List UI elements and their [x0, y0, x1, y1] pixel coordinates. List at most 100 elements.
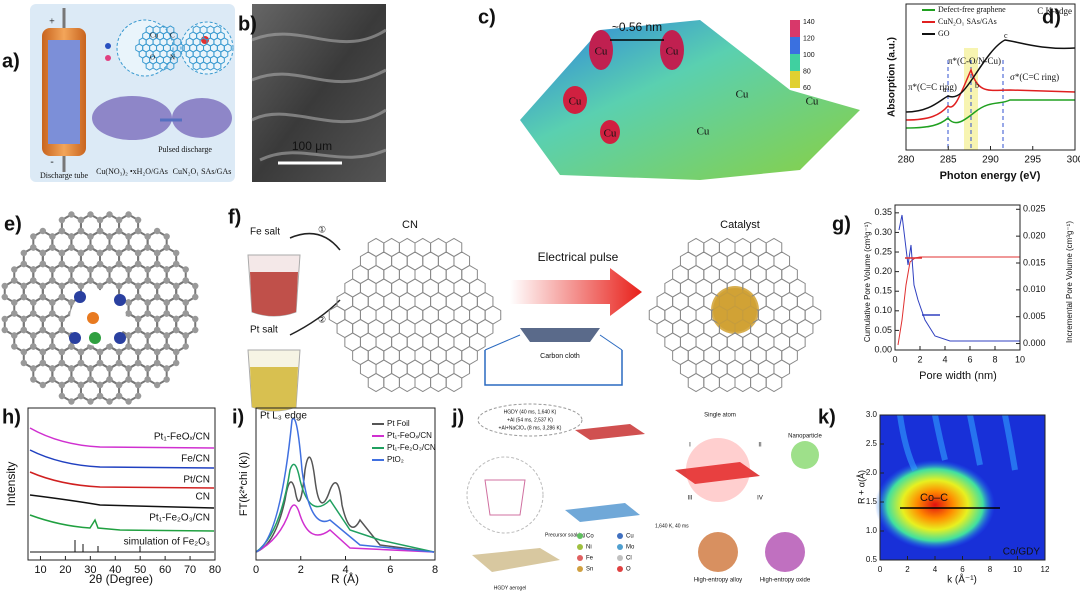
carbon-atom	[87, 244, 94, 251]
x-axis-label: R (Å)	[331, 571, 359, 586]
carbon-atom	[39, 326, 47, 334]
panel-j	[466, 403, 819, 572]
carbon-atom	[30, 233, 37, 240]
carbon-atom	[163, 332, 170, 339]
carbon-atom	[1, 326, 8, 334]
carbon-atom	[173, 359, 180, 367]
x-tick-label: 80	[209, 564, 221, 576]
carbon-atom	[115, 227, 123, 235]
curve	[905, 99, 1075, 129]
peak	[563, 86, 587, 114]
carbon-atom	[163, 343, 170, 350]
carbon-atom	[68, 266, 75, 273]
carbon-atom	[153, 282, 161, 290]
carbon-atom	[134, 392, 142, 400]
x-axis-label: k (Å⁻¹)	[947, 573, 977, 586]
curve	[30, 540, 214, 553]
carbon-atom	[96, 359, 104, 367]
carbon-atom	[68, 299, 75, 306]
carbon-atom	[20, 348, 27, 356]
carbon-atom	[49, 233, 56, 240]
carbon-atom	[144, 266, 151, 273]
element-label: Co	[586, 534, 594, 540]
carbon-atom	[11, 299, 18, 306]
x-tick-label: 4	[942, 354, 947, 364]
x-tick-label: 0	[253, 564, 259, 576]
carbon-atom	[106, 211, 113, 218]
curve	[29, 494, 215, 509]
carbon-atom	[192, 315, 199, 323]
annotation: Single atom	[704, 413, 736, 419]
peak	[600, 120, 620, 144]
carbon-atom	[87, 376, 94, 383]
carbon-atom	[87, 233, 94, 240]
carbon-atom	[58, 293, 66, 301]
carbon-atom	[192, 293, 199, 301]
panel-label: b)	[238, 13, 257, 35]
annotation: Nanoparticle	[788, 434, 822, 440]
carbon-atom	[87, 398, 94, 405]
hexagon	[789, 332, 806, 352]
carbon-cloth	[520, 328, 600, 342]
nanoparticle	[791, 441, 819, 469]
carbon-atom	[39, 293, 47, 301]
y-axis-label: Cumulative Pore Volume (cm³g⁻¹)	[863, 222, 872, 343]
element-label: Sn	[586, 567, 593, 573]
carbon-atom	[173, 282, 180, 290]
carbon-atom	[115, 348, 123, 356]
carbon-atom	[153, 227, 161, 235]
carbon-atom	[49, 277, 56, 284]
arrow	[289, 232, 341, 251]
pulse-arrow	[510, 268, 642, 316]
annotation: CN	[402, 219, 418, 231]
annotation: ②	[318, 314, 326, 324]
hexagon	[127, 361, 149, 387]
colorbar	[790, 71, 800, 88]
carbon-atom	[58, 227, 66, 235]
carbon-atom	[125, 310, 132, 317]
curve	[29, 514, 215, 532]
carbon-atom	[39, 315, 47, 323]
carbon-atom	[134, 216, 142, 224]
colorbar-tick: 120	[803, 35, 815, 42]
curve	[29, 449, 215, 469]
carbon-atom	[125, 244, 132, 251]
curve	[905, 67, 1076, 121]
y-tick-label: 2.5	[866, 439, 878, 448]
carbon-atom	[49, 365, 56, 372]
annotation: σ*(C=C ring)	[1010, 72, 1059, 82]
colorbar-tick: 80	[803, 68, 811, 75]
carbon-atom	[77, 392, 85, 400]
wire	[484, 334, 521, 351]
carbon-atom	[163, 365, 170, 372]
element-dot	[577, 533, 583, 539]
hexagon	[453, 359, 471, 379]
x-tick-label: 4	[933, 565, 938, 574]
carbon-atom	[39, 249, 47, 257]
panel-label: i)	[232, 406, 244, 428]
panel-label: h)	[2, 406, 21, 428]
streaks	[897, 414, 1018, 472]
tube-content	[48, 40, 80, 144]
carbon-atom	[39, 260, 47, 268]
carbon-atom	[96, 392, 104, 400]
panel-label: f)	[228, 206, 241, 228]
element-dot	[617, 555, 623, 561]
panel-h-curves	[29, 427, 215, 553]
annotation: Cu	[150, 32, 159, 40]
zoom-circle	[180, 21, 234, 75]
y-tick-label: 1.0	[866, 526, 878, 535]
annotation: Co/GDY	[1003, 547, 1041, 558]
carbon-atom	[125, 365, 132, 372]
carbon-atom	[153, 348, 161, 356]
atom-label: Cu	[697, 126, 710, 138]
aerogel	[92, 96, 172, 140]
annotation: C K-edge	[1037, 6, 1072, 16]
annotation: π*(C-O/N-Cu)	[948, 56, 1001, 66]
annotation: Cu(NO₃)₂ •xH₂O/GAs	[96, 167, 168, 176]
carbon-atom	[39, 348, 47, 356]
curve-label: Pt₁-Fe₂O₃/CN	[149, 513, 210, 524]
element-label: Mo	[626, 545, 635, 551]
x-tick-label: 8	[992, 354, 997, 364]
carbon-atom	[68, 244, 75, 251]
